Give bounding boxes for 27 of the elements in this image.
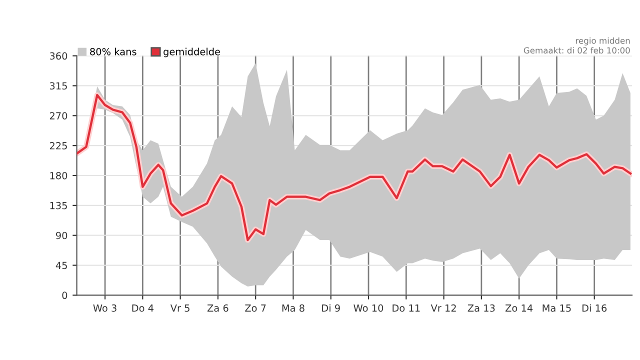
x-tick-label: Zo 14 (505, 304, 533, 312)
y-tick-label: 0 (62, 292, 68, 300)
legend-label: gemiddelde (164, 48, 220, 58)
x-tick-label: Ma 8 (282, 304, 304, 312)
y-tick-label: 90 (56, 232, 68, 240)
x-tick-label: Wo 10 (354, 304, 384, 312)
y-tick-label: 270 (50, 112, 68, 120)
x-tick-label: Do 4 (132, 304, 154, 312)
x-tick-label: Di 9 (322, 304, 340, 312)
y-tick-label: 225 (50, 142, 67, 150)
x-tick-label: Vr 5 (170, 304, 190, 312)
x-tick-label: Za 6 (207, 304, 228, 312)
x-tick-label: Za 13 (468, 304, 495, 312)
text: Gemaakt: di 02 feb 10:00 (524, 47, 630, 54)
x-tick-label: Di 16 (582, 304, 607, 312)
y-tick-label: 315 (50, 82, 67, 90)
y-tick-label: 45 (56, 262, 67, 270)
text: regio midden (576, 37, 630, 46)
text: 80% kans (90, 48, 136, 56)
y-tick-label: 360 (50, 52, 68, 60)
x-tick-label: Vr 12 (430, 304, 456, 312)
x-tick-label: Ma 15 (542, 304, 571, 312)
y-tick-label: 135 (50, 202, 67, 210)
x-tick-label: Wo 3 (93, 304, 116, 312)
x-tick-label: Zo 7 (245, 304, 266, 312)
y-tick-label: 180 (50, 172, 68, 180)
x-tick-label: Do 11 (392, 304, 420, 312)
